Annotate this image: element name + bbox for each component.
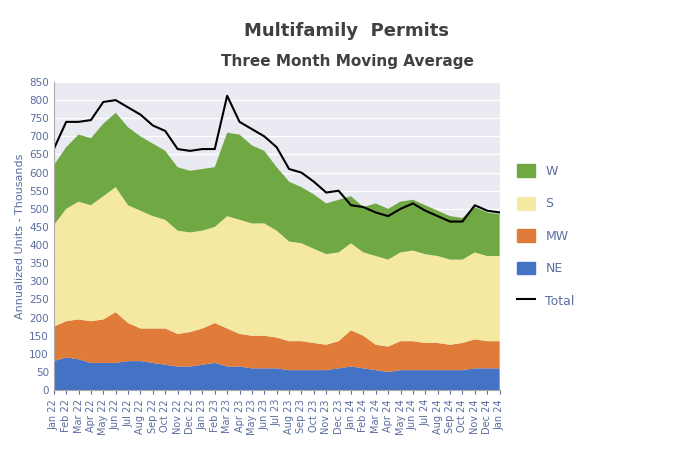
Total: [273, 144, 281, 150]
Total: [49, 146, 58, 152]
Text: Three Month Moving Average: Three Month Moving Average: [221, 54, 473, 69]
Total: [371, 210, 380, 215]
Y-axis label: Annualized Units - Thousands: Annualized Units - Thousands: [15, 153, 25, 319]
Total: [409, 201, 417, 206]
Total: [198, 146, 207, 152]
Total: [161, 128, 169, 134]
Line: Total: Total: [53, 96, 500, 221]
Total: [235, 119, 244, 125]
Total: [223, 93, 231, 99]
Total: [174, 146, 182, 152]
Total: [396, 206, 405, 211]
Total: [310, 179, 318, 184]
Total: [210, 146, 219, 152]
Total: [248, 126, 256, 132]
Total: [149, 123, 157, 128]
Total: [136, 112, 144, 117]
Total: [446, 219, 454, 224]
Legend: W, S, MW, NE, Total: W, S, MW, NE, Total: [510, 158, 581, 314]
Total: [347, 202, 355, 208]
Total: [87, 117, 95, 123]
Total: [322, 190, 330, 195]
Total: [99, 99, 108, 105]
Total: [496, 210, 504, 215]
Total: [434, 213, 442, 219]
Total: [384, 213, 392, 219]
Total: [471, 202, 479, 208]
Total: [335, 188, 343, 194]
Total: [186, 148, 194, 153]
Total: [260, 134, 269, 139]
Total: [297, 170, 305, 176]
Total: [359, 204, 368, 210]
Total: [285, 166, 294, 172]
Total: [458, 219, 466, 224]
Total: [74, 119, 83, 125]
Total: [62, 119, 70, 125]
Total: [124, 105, 133, 110]
Text: Multifamily  Permits: Multifamily Permits: [244, 22, 450, 40]
Total: [483, 208, 491, 213]
Total: [112, 97, 120, 103]
Total: [421, 208, 430, 213]
